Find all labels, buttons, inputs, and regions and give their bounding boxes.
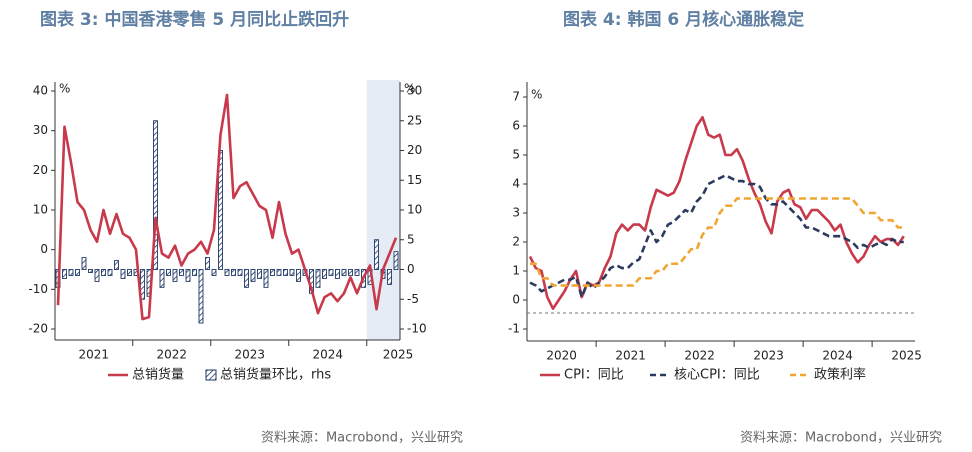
source: 资料来源：Macrobond，兴业研究 <box>740 431 942 446</box>
bar <box>237 269 243 276</box>
bar <box>263 269 269 288</box>
bar <box>374 239 379 270</box>
bar <box>393 251 399 270</box>
y-tick-label: 30 <box>33 123 48 137</box>
y-tick-label: 10 <box>33 203 48 217</box>
legend-label: CPI：同比 <box>564 368 624 383</box>
y2-axis-label: % <box>404 82 415 96</box>
bar <box>62 269 67 279</box>
y-tick-label: -10 <box>28 282 48 296</box>
y-tick-label: 0 <box>40 242 48 256</box>
x-tick-label: 2024 <box>312 348 343 362</box>
y-tick-label: 1 <box>512 264 520 278</box>
bar <box>127 269 132 276</box>
y-tick-label: 4 <box>512 177 520 191</box>
bar <box>185 269 191 282</box>
bar <box>244 269 249 288</box>
bar <box>335 269 340 279</box>
bar <box>354 269 360 276</box>
bar <box>296 269 301 282</box>
bar <box>341 269 347 276</box>
series-line <box>528 116 905 310</box>
x-tick-label: 2025 <box>891 349 922 363</box>
y2-tick-label: 0 <box>407 262 415 276</box>
highlight-band <box>366 80 400 340</box>
x-tick-label: 2021 <box>615 349 646 363</box>
y-tick-label: 40 <box>33 84 48 98</box>
bar <box>211 269 217 276</box>
y-tick-label: 6 <box>512 119 520 133</box>
bar <box>120 269 126 279</box>
x-tick-label: 2022 <box>684 349 715 363</box>
y2-tick-label: 30 <box>407 84 422 98</box>
bar <box>192 269 197 276</box>
legend-swatch <box>205 369 217 381</box>
bar <box>322 269 327 279</box>
series-line <box>529 174 904 299</box>
y-tick-label: 2 <box>512 235 520 249</box>
series-line <box>530 197 904 287</box>
bar <box>348 269 353 276</box>
x-tick-label: 2022 <box>156 348 187 362</box>
bar <box>153 120 158 270</box>
bar <box>250 269 256 282</box>
bar <box>224 269 230 276</box>
x-tick-label: 2024 <box>822 349 853 363</box>
series-line <box>56 93 398 321</box>
bar <box>75 269 80 276</box>
bar <box>198 269 204 324</box>
chart-title: 图表 3: 中国香港零售 5 月同比止跌回升 <box>40 9 349 30</box>
x-tick-label: 2021 <box>78 348 109 362</box>
y-axis-label: % <box>59 82 70 96</box>
x-tick-label: 2023 <box>234 348 265 362</box>
bar <box>257 269 262 279</box>
y2-tick-label: 20 <box>407 143 422 157</box>
y2-tick-label: -5 <box>407 292 419 306</box>
y-tick-label: -20 <box>28 322 48 336</box>
y-tick-label: 3 <box>512 206 520 220</box>
bar <box>114 260 119 270</box>
legend-label: 政策利率 <box>814 367 866 383</box>
y-tick-label: 5 <box>512 148 520 162</box>
bar <box>94 269 100 282</box>
y-tick-label: 7 <box>512 90 520 104</box>
bar <box>289 269 295 276</box>
legend-label: 总销货量环比，rhs <box>220 367 331 383</box>
y2-tick-label: 10 <box>407 203 422 217</box>
bar <box>81 257 87 270</box>
bar <box>172 269 178 282</box>
y2-tick-label: 25 <box>407 113 422 127</box>
y2-tick-label: 5 <box>407 232 415 246</box>
bar <box>315 269 321 288</box>
y2-tick-label: 15 <box>407 173 422 187</box>
bar <box>231 269 236 276</box>
bar <box>276 269 282 276</box>
bar <box>179 269 184 276</box>
bar <box>159 269 165 288</box>
y-tick-label: 0 <box>512 293 520 307</box>
legend-label: 核心CPI：同比 <box>674 368 760 383</box>
bar <box>387 269 392 285</box>
bar <box>68 269 74 276</box>
y-axis-label: % <box>531 88 542 102</box>
y-tick-label: -1 <box>508 322 520 336</box>
source: 资料来源：Macrobond，兴业研究 <box>261 431 463 446</box>
legend-label: 总销货量 <box>132 367 184 383</box>
y-tick-label: 20 <box>33 163 48 177</box>
bar <box>270 269 275 276</box>
bar <box>107 269 113 276</box>
bar <box>205 257 210 270</box>
x-tick-label: 2023 <box>753 349 784 363</box>
x-tick-label: 2020 <box>546 349 577 363</box>
chart-title: 图表 4: 韩国 6 月核心通胀稳定 <box>563 9 804 30</box>
bar <box>283 269 288 276</box>
y2-tick-label: -10 <box>407 322 427 336</box>
bar <box>101 269 106 276</box>
x-tick-label: 2025 <box>383 348 414 362</box>
bar <box>166 269 171 276</box>
bar <box>328 269 334 276</box>
bar <box>88 269 93 273</box>
